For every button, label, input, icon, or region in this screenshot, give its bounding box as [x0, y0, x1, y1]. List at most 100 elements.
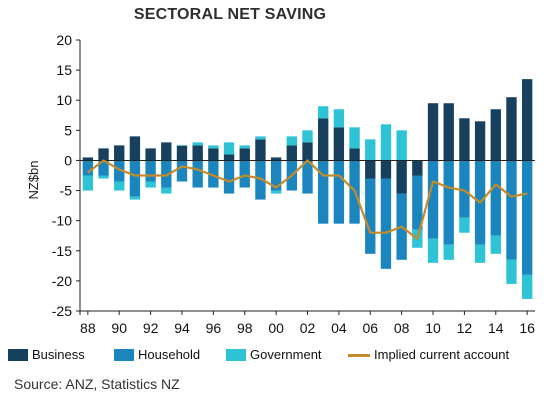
line-implied-current-account	[87, 159, 528, 240]
x-tick-label: 12	[457, 320, 473, 336]
bar-household-1991	[129, 160, 141, 197]
x-tick-label: 98	[237, 320, 253, 336]
bar-business-1992	[145, 148, 156, 161]
bar-government-2015	[506, 259, 517, 284]
bar-government-1995	[192, 142, 203, 146]
bar-government-1999	[255, 136, 266, 140]
bar-business-1994	[176, 145, 188, 161]
bar-business-1995	[192, 145, 203, 161]
y-tick-label: -10	[52, 213, 72, 229]
bar-household-2016	[521, 160, 533, 275]
bar-government-1996	[208, 145, 219, 149]
bar-government-1992	[145, 181, 156, 188]
bar-business-2000	[270, 157, 282, 161]
bar-government-2005	[349, 127, 360, 149]
bar-household-1990	[114, 160, 125, 182]
bar-business-2011	[443, 103, 454, 161]
bar-business-1998	[239, 148, 250, 161]
bar-household-2006	[365, 178, 376, 254]
bar-household-1998	[239, 160, 250, 188]
x-tick-label: 96	[206, 320, 222, 336]
bar-business-2005	[349, 148, 360, 161]
bar-household-1996	[208, 160, 219, 188]
bar-business-2004	[333, 127, 345, 161]
bar-business-2007	[380, 160, 392, 179]
bar-household-1992	[145, 160, 156, 182]
bar-government-1990	[114, 181, 125, 191]
bar-household-1989	[98, 160, 109, 176]
bar-business-1999	[255, 139, 266, 161]
bar-business-2006	[365, 160, 376, 179]
bar-government-2003	[318, 106, 329, 119]
bar-business-1989	[98, 148, 109, 161]
x-tick-label: 00	[268, 320, 284, 336]
bar-government-2011	[443, 244, 454, 260]
legend-label-government: Government	[250, 347, 322, 362]
bar-business-2010	[427, 103, 439, 161]
bar-business-2013	[474, 121, 486, 161]
source-note: Source: ANZ, Statistics NZ	[14, 376, 180, 392]
bar-government-2006	[365, 139, 376, 161]
bar-business-2014	[490, 109, 501, 161]
line-layer	[87, 159, 528, 240]
bar-business-1997	[223, 154, 235, 161]
bar-household-2009	[412, 175, 423, 230]
bar-government-2014	[490, 235, 501, 254]
bar-government-1988	[82, 175, 94, 191]
bar-government-2007	[380, 124, 392, 161]
bar-household-1997	[223, 160, 235, 194]
bar-business-2008	[396, 160, 407, 194]
y-tick-label: 5	[64, 122, 72, 138]
bar-household-2004	[333, 160, 345, 224]
bar-business-1991	[129, 136, 141, 161]
x-tick-label: 14	[488, 320, 504, 336]
legend-line-implied-current-account	[348, 354, 370, 357]
x-tick-label: 06	[362, 320, 378, 336]
bar-government-2013	[474, 244, 486, 263]
bar-household-2007	[380, 178, 392, 269]
x-tick-label: 04	[331, 320, 347, 336]
bar-government-2010	[427, 238, 439, 263]
bar-household-1999	[255, 160, 266, 200]
x-tick-label: 02	[300, 320, 316, 336]
bar-government-2001	[286, 136, 297, 146]
legend-label-business: Business	[32, 347, 85, 362]
bar-government-1997	[223, 142, 235, 155]
y-tick-label: 0	[64, 152, 72, 168]
bar-household-2014	[490, 160, 501, 236]
y-tick-label: 10	[56, 92, 72, 108]
bar-household-2011	[443, 160, 454, 245]
bar-household-2002	[302, 160, 313, 194]
x-tick-label: 94	[174, 320, 190, 336]
bar-government-1994	[176, 145, 188, 146]
bar-household-2010	[427, 160, 439, 239]
bar-business-2012	[459, 118, 470, 161]
bar-government-1989	[98, 175, 109, 179]
legend-label-household: Household	[138, 347, 201, 362]
y-tick-label: -20	[52, 273, 72, 289]
legend-swatch-business	[8, 349, 28, 361]
bar-business-1990	[114, 145, 125, 161]
bar-household-2000	[270, 160, 282, 191]
bar-government-1991	[129, 196, 141, 200]
x-tick-label: 88	[80, 320, 96, 336]
x-tick-label: 10	[425, 320, 441, 336]
bar-government-2012	[459, 217, 470, 233]
y-axis-label: NZ$bn	[26, 160, 41, 199]
chart-title: SECTORAL NET SAVING	[133, 6, 327, 23]
bar-business-1993	[161, 142, 172, 161]
x-tick-label: 90	[111, 320, 127, 336]
bar-business-2003	[318, 118, 329, 161]
bar-business-2001	[286, 145, 297, 161]
bar-government-2008	[396, 130, 407, 161]
axes-layer: 20 15 10 5 0 -5 -10 -15 -20 -25 88 90 92 94 96 98 00 02 04…	[52, 32, 535, 336]
bar-household-2012	[459, 160, 470, 218]
bar-government-1998	[239, 145, 250, 149]
legend-label-implied-current-account: Implied current account	[374, 347, 510, 362]
bar-business-2015	[506, 97, 517, 161]
bar-household-1988	[82, 160, 94, 176]
bar-household-2015	[506, 160, 517, 260]
bar-household-1994	[176, 160, 188, 182]
bar-business-2009	[412, 160, 423, 176]
y-tick-label: 20	[56, 32, 72, 48]
